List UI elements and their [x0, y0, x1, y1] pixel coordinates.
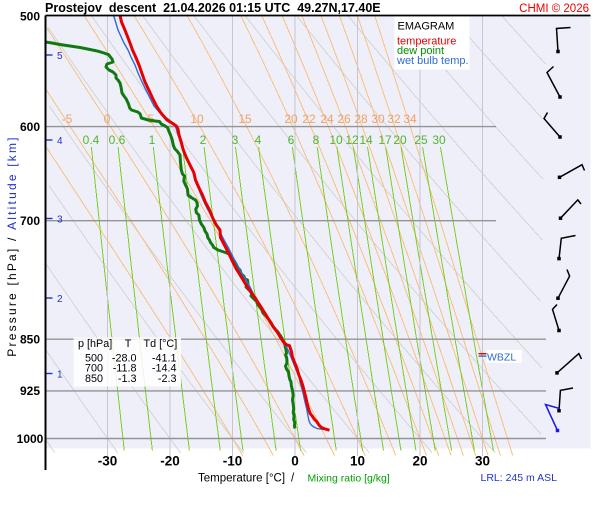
- svg-text:-14.4: -14.4: [152, 363, 177, 375]
- svg-text:34: 34: [403, 112, 417, 126]
- svg-text:28: 28: [354, 112, 368, 126]
- svg-text:LRL: 245 m ASL: LRL: 245 m ASL: [481, 472, 558, 484]
- svg-text:CHMI © 2026: CHMI © 2026: [519, 3, 589, 15]
- svg-text:30: 30: [371, 112, 385, 126]
- svg-text:temperature: temperature: [397, 36, 456, 48]
- svg-text:15: 15: [238, 112, 252, 126]
- svg-text:1: 1: [149, 133, 156, 147]
- svg-text:0: 0: [104, 112, 111, 126]
- svg-text:1: 1: [57, 369, 63, 380]
- svg-text:850: 850: [85, 373, 103, 385]
- svg-text:20: 20: [412, 454, 427, 469]
- svg-text:0.6: 0.6: [109, 133, 126, 147]
- svg-text:-11.8: -11.8: [113, 363, 137, 375]
- svg-text:4: 4: [255, 133, 262, 147]
- svg-text:25: 25: [414, 133, 428, 147]
- svg-text:T: T: [125, 338, 132, 350]
- svg-text:1000: 1000: [17, 432, 44, 446]
- svg-text:32: 32: [387, 112, 401, 126]
- svg-text:Prostejov descent 21.04.2026: Prostejov descent 21.04.2026 01:15 UTC 4…: [45, 1, 381, 15]
- svg-text:3: 3: [232, 133, 239, 147]
- svg-text:4: 4: [57, 136, 63, 147]
- svg-text:8: 8: [313, 133, 320, 147]
- svg-text:20: 20: [284, 112, 298, 126]
- svg-text:0.4: 0.4: [83, 133, 100, 147]
- svg-text:-41.1: -41.1: [152, 353, 177, 365]
- svg-text:500: 500: [20, 10, 40, 24]
- svg-text:500: 500: [85, 353, 103, 365]
- svg-text:p [hPa]: p [hPa]: [78, 338, 112, 350]
- svg-text:-5: -5: [62, 112, 73, 126]
- svg-text:925: 925: [20, 384, 40, 398]
- svg-text:dew point: dew point: [397, 45, 444, 57]
- svg-text:14: 14: [359, 133, 373, 147]
- svg-text:Td [°C]: Td [°C]: [144, 338, 178, 350]
- svg-text:600: 600: [20, 120, 40, 134]
- svg-text:/: /: [291, 473, 295, 485]
- svg-text:0: 0: [291, 454, 299, 469]
- svg-text:-30: -30: [98, 454, 118, 469]
- svg-text:17: 17: [378, 133, 392, 147]
- svg-text:-20: -20: [160, 454, 180, 469]
- svg-text:10: 10: [350, 454, 365, 469]
- svg-text:Mixing ratio [g/kg]: Mixing ratio [g/kg]: [308, 473, 390, 485]
- svg-text:10: 10: [190, 112, 204, 126]
- svg-text:30: 30: [432, 133, 446, 147]
- svg-text:-2.3: -2.3: [158, 373, 177, 385]
- svg-text:-1.3: -1.3: [118, 373, 137, 385]
- svg-text:20: 20: [393, 133, 407, 147]
- svg-text:WBZL: WBZL: [487, 352, 516, 364]
- svg-text:5: 5: [57, 51, 63, 62]
- svg-text:30: 30: [475, 454, 490, 469]
- svg-text:Temperature [°C]: Temperature [°C]: [198, 473, 285, 485]
- svg-text:10: 10: [329, 133, 343, 147]
- svg-text:2: 2: [200, 133, 207, 147]
- svg-text:3: 3: [57, 214, 63, 225]
- svg-text:700: 700: [85, 363, 103, 375]
- svg-text:850: 850: [20, 333, 40, 347]
- svg-text:Pressure [hPa] / Altitude [km]: Pressure [hPa] / Altitude [km]: [5, 135, 19, 356]
- svg-text:wet bulb temp.: wet bulb temp.: [396, 55, 469, 67]
- svg-text:22: 22: [302, 112, 316, 126]
- svg-text:-10: -10: [223, 454, 243, 469]
- svg-text:EMAGRAM: EMAGRAM: [398, 21, 455, 33]
- svg-text:-28.0: -28.0: [112, 353, 137, 365]
- svg-text:26: 26: [337, 112, 351, 126]
- svg-text:700: 700: [20, 214, 40, 228]
- svg-text:2: 2: [57, 294, 63, 305]
- svg-text:12: 12: [345, 133, 359, 147]
- svg-text:24: 24: [320, 112, 334, 126]
- svg-text:6: 6: [288, 133, 295, 147]
